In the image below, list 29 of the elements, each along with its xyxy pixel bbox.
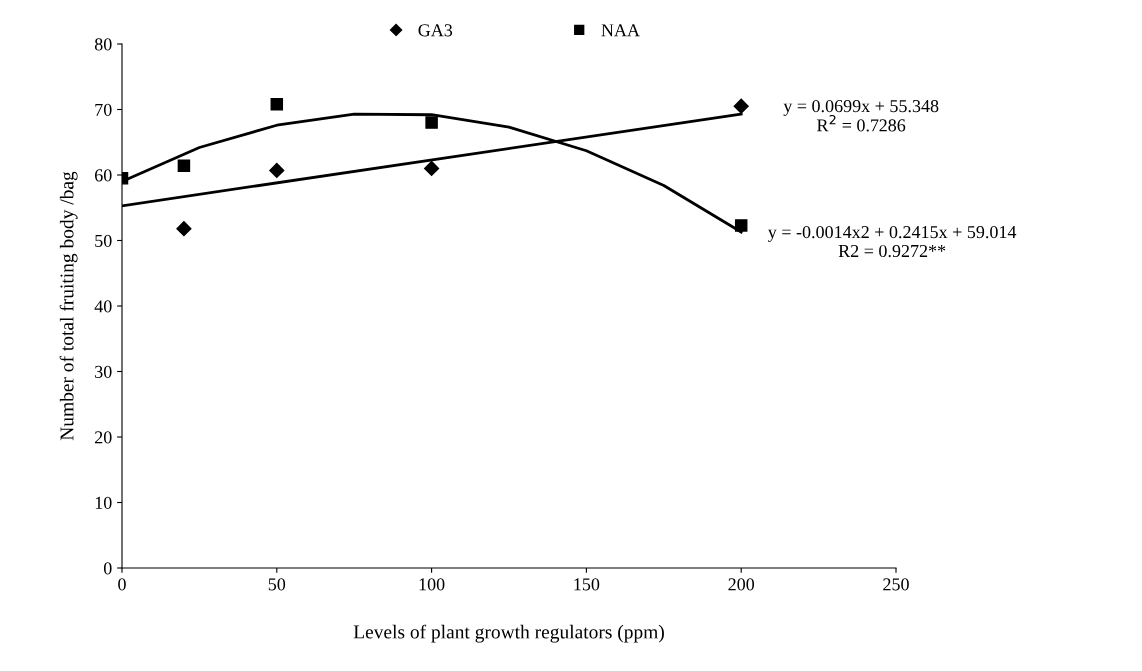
- point: [734, 219, 748, 232]
- point: [176, 221, 192, 237]
- point: [177, 159, 191, 173]
- point: [425, 116, 438, 129]
- y-tick-label: 0: [103, 562, 112, 575]
- annotation: y = 0.0699x + 55.348 R$^{2}$ = 0.7286: [783, 99, 939, 132]
- x-tick-label: 150: [574, 578, 600, 591]
- annotation: y = -0.0014x2 + 0.2415x + 59.014 R2 = 0.9272**: [768, 225, 1017, 258]
- y-tick-label: 30: [95, 365, 112, 378]
- point: [733, 98, 749, 114]
- x-tick-label: 50: [268, 578, 286, 591]
- x-axis-title: Levels of plant growth regulators (ppm): [353, 624, 664, 643]
- legend-label: NAA: [601, 24, 640, 37]
- y-tick-label: 10: [95, 496, 112, 509]
- x-tick-label: 0: [118, 578, 126, 591]
- x-tick-label: 200: [728, 578, 755, 591]
- point: [270, 98, 284, 111]
- point: [269, 162, 285, 178]
- y-tick-label: 50: [95, 234, 112, 247]
- y-tick-label: 70: [95, 103, 112, 116]
- legend-label: GA3: [418, 24, 453, 37]
- y-tick-label: 40: [94, 300, 112, 313]
- y-axis-title: Number of total fruiting body /bag: [59, 171, 78, 441]
- y-tick-label: 20: [95, 431, 112, 444]
- x-tick-label: 100: [419, 578, 445, 591]
- y-tick-label: 80: [94, 38, 112, 51]
- x-tick-label: 250: [883, 578, 909, 591]
- point: [424, 160, 440, 177]
- y-tick-label: 60: [95, 169, 112, 182]
